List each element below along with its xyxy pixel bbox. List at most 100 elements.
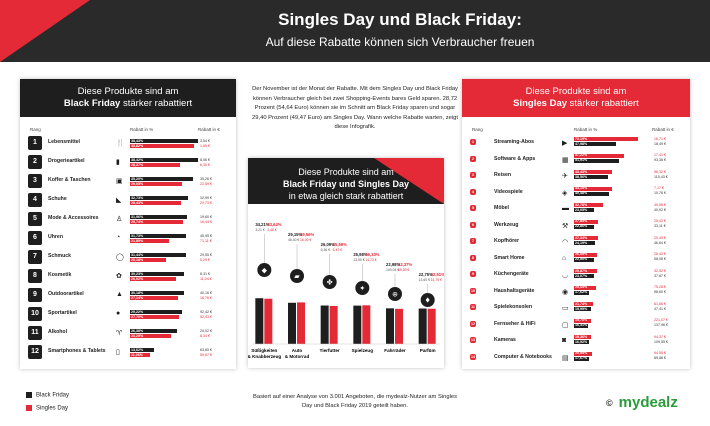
rank-badge: 4 [470, 188, 476, 195]
eur-singles-day: 20,73 € [200, 200, 212, 205]
candy-icon [257, 263, 272, 277]
eur-black-friday: 58,08 € [654, 257, 666, 261]
eur-black-friday: 37,87 € [654, 273, 666, 278]
eur-singles-day: 6,30 € [200, 162, 210, 167]
pct-label: 22,86% [575, 224, 588, 228]
category-label: Koffer & Taschen [48, 177, 91, 183]
rank-badge: 3 [28, 174, 42, 188]
pct-label: 73,19% [575, 136, 588, 141]
plane-icon: ✈ [562, 173, 568, 180]
rank-badge: 7 [28, 250, 42, 264]
eur-black-friday: 20,02 € [200, 328, 212, 333]
eur-black-friday: 10,76 € [654, 191, 666, 195]
category-label: Kosmetik [48, 272, 72, 278]
legend-singles-day: Singles Day [26, 405, 68, 412]
bar-singles-day: 21,74% [574, 301, 594, 306]
shirt-icon: ♙ [116, 216, 123, 223]
washer-icon: ◉ [562, 288, 569, 296]
rank-badge: 2 [470, 155, 476, 162]
eur-black-friday: 8,31 € [200, 271, 210, 276]
eur-black-friday: 115,43 € [654, 174, 668, 179]
table-row: 2 Drogerieartikel ▮ 38,42% 8,06 € 28,37% 6,30 … [20, 153, 236, 173]
eur-singles-day: 94,55 € [654, 351, 666, 355]
eur-singles-day: 7,17 € [654, 186, 664, 190]
eur-singles-day: 5,29 € [200, 257, 210, 262]
table-row: 3 Koffer & Taschen ▣ 35,20% 35,26 € 29,05% 22,… [20, 172, 236, 192]
rank-badge: 10 [28, 307, 42, 321]
bar-singles-day: 43,15% [574, 186, 612, 191]
bar-singles-day: 23,29% [130, 334, 172, 338]
eur-label: 65,59 € [398, 268, 409, 272]
eur-singles-day: 32,52 € [654, 268, 666, 273]
pct-label: 22,37% [398, 262, 412, 267]
footer-note: Basiert auf einer Analyse von 3.001 Ange… [253, 394, 457, 409]
legend-swatch-black [26, 392, 32, 398]
eur-singles-day: 8,34 € [200, 333, 210, 338]
lotus-icon: ✿ [116, 273, 122, 280]
table-row: 10 Haushaltsgeräte ◉ 25,44% 75,28 € 17,62% 98,… [462, 283, 690, 303]
table-row: 11 Spielekonsolen ▭ 21,74% 61,66 € 19,99% 47,4… [462, 299, 690, 319]
eur-singles-day: 26,42 € [654, 252, 666, 256]
mydealz-logo: © mydealz [606, 394, 678, 411]
console-icon: ▭ [562, 305, 569, 312]
pct-label: 38,43% [131, 138, 144, 143]
bar-black-friday: 38,42% [130, 158, 199, 162]
bar-black-friday: 29,22% [130, 310, 182, 314]
bar-singles-day [329, 305, 338, 344]
pct-label: 51,91% [575, 158, 588, 162]
category-label: Uhren [48, 234, 63, 240]
pct-label: 21,74% [575, 301, 588, 306]
eur-singles-day: 71,11 € [200, 238, 212, 243]
rank-badge: 10 [470, 287, 476, 294]
eur-black-friday: 46,64 € [654, 240, 666, 245]
sofa-icon: ▬ [562, 205, 569, 212]
col-pct-header: Rabatt in % [130, 127, 154, 132]
bar-black-friday: 30,18% [130, 291, 184, 295]
bar-black-friday: 51,91% [574, 158, 620, 163]
eur-label: 46,40 € [288, 238, 299, 242]
phone-icon: ▯ [116, 349, 120, 356]
table-row: 9 Outdoorartikel ▲ 30,18% 40,16 € 27,14% 16,76… [20, 286, 236, 306]
eur-singles-day: 22,59 € [200, 181, 212, 186]
bar-black-friday [320, 305, 329, 344]
wine-icon: ♈ [116, 330, 123, 337]
table-row: 8 Smart Home ⌂ 26,05% 26,42 € 22,50% 58,08 € [462, 250, 690, 270]
bar-black-friday: 19,99% [574, 307, 592, 311]
paw-icon [322, 275, 337, 289]
pct-label: 26,38% [131, 328, 144, 333]
eur-black-friday: 40,16 € [200, 290, 212, 295]
category-label: & Knabberzeug [248, 354, 281, 359]
category-label: Kopfhörer [494, 238, 520, 244]
shoe-icon: ◣ [116, 197, 122, 204]
bar-singles-day: 57,22% [574, 153, 625, 158]
laptop-icon: ▤ [562, 354, 569, 362]
car-icon [290, 269, 304, 283]
bar-black-friday: 38,56% [574, 175, 608, 179]
gamepad-icon: ◈ [562, 189, 568, 197]
pot-icon: ◡ [562, 272, 569, 279]
pct-label: 19,70% [575, 318, 588, 322]
pct-label: 17,62% [575, 290, 588, 294]
page-title: Singles Day und Black Friday: [278, 10, 522, 29]
category-label: Möbel [494, 205, 509, 211]
category-label: Mode & Accessoires [48, 215, 99, 221]
bar-black-friday: 31,44% [130, 253, 186, 257]
bar-singles-day: 35,82% [130, 144, 194, 148]
table-row: 3 Reisen ✈ 43,43% 96,32 € 38,56% 115,43 € [462, 167, 690, 187]
eur-singles-day: 25,42 € [654, 219, 666, 223]
tv-icon: ▢ [562, 321, 569, 329]
pct-label: 21,89% [131, 238, 144, 243]
bar-black-friday: 31,96% [130, 215, 187, 219]
category-label: Software & Apps [494, 155, 536, 162]
play-icon: ▶ [562, 140, 568, 147]
category-label: Alkohol [48, 329, 68, 335]
col-rank-header: Rang [472, 127, 483, 132]
category-label: & Motorrad [285, 354, 310, 359]
pct-label: 22,51% [431, 272, 444, 277]
col-pct-header: Rabatt in % [574, 127, 598, 132]
header: Singles Day und Black Friday: Auf diese … [0, 0, 710, 62]
bar-singles-day: 26,02% [130, 277, 177, 281]
eur-singles-day: 11,04 € [200, 276, 212, 281]
table-row: 13 Kameras ◙ 19,36% 94,37 € 16,92% 109,55 € [462, 332, 690, 352]
bar-black-friday: 35,20% [130, 177, 193, 181]
